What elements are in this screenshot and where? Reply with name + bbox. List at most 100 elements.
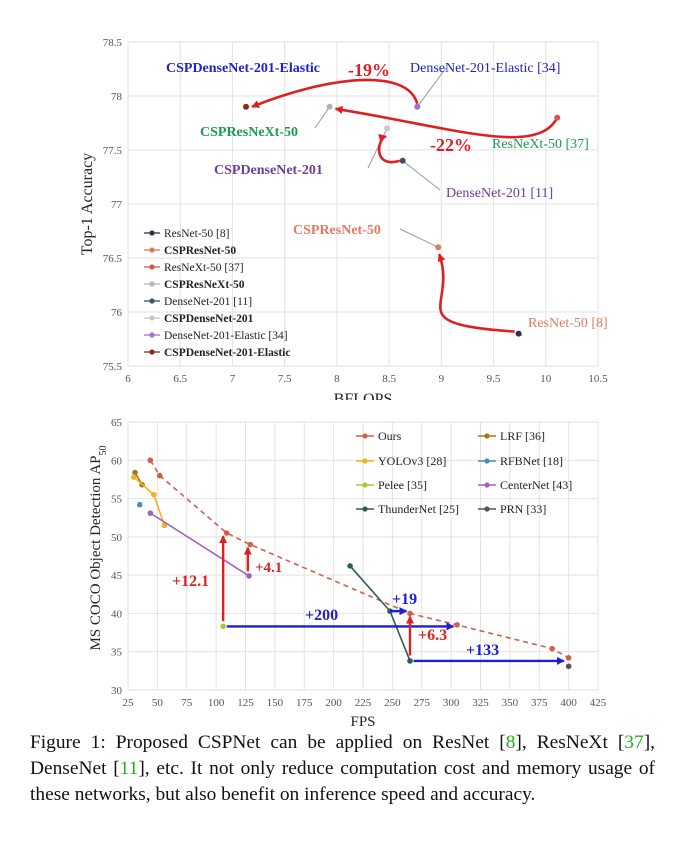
legend-entry-4: DenseNet-201 [11] <box>164 296 252 308</box>
legend-marker <box>149 332 155 338</box>
x-tick-label: 9.5 <box>487 373 501 385</box>
legend-marker <box>484 433 490 439</box>
data-point <box>136 501 143 508</box>
data-point <box>220 623 226 630</box>
caption-text-3: ], DenseNet [ <box>30 732 655 779</box>
leader-line <box>416 67 447 108</box>
caption-text-4: ], etc. It not only reduce computation c… <box>30 758 655 805</box>
x-tick-label: 125 <box>237 697 254 709</box>
legend-marker <box>362 458 368 464</box>
y-tick-label: 77 <box>111 199 123 211</box>
data-point <box>147 510 154 516</box>
legend-marker <box>484 458 490 464</box>
label-minus-22: -22% <box>430 135 472 155</box>
data-point-0 <box>515 330 522 337</box>
data-point <box>132 469 138 476</box>
x-tick-label: 325 <box>472 697 489 709</box>
x-axis-label: BFLOPS <box>334 391 393 400</box>
data-point-1 <box>435 244 442 251</box>
series-line-5 <box>149 512 250 577</box>
legend-marker <box>484 482 490 488</box>
legend-entry-7: PRN [33] <box>500 502 546 516</box>
x-tick-label: 350 <box>502 697 519 709</box>
caption-citation-11[interactable]: 11 <box>119 758 139 779</box>
y-tick-label: 75.5 <box>103 361 123 373</box>
legend-marker <box>149 264 155 270</box>
x-tick-label: 150 <box>267 697 284 709</box>
data-point-7 <box>243 103 250 110</box>
legend-entry-4: Pelee [35] <box>378 478 427 492</box>
legend-marker <box>362 482 368 488</box>
y-tick-label: 76 <box>111 307 123 319</box>
data-point-5 <box>384 125 391 132</box>
data-point <box>565 655 572 661</box>
x-tick-label: 7.5 <box>278 373 292 385</box>
caption-citation-8[interactable]: 8 <box>505 732 516 753</box>
x-tick-label: 425 <box>590 697 607 709</box>
label-cspresnet-50: CSPResNet-50 <box>293 223 381 238</box>
data-point <box>247 541 253 548</box>
caption-text-2: ], ResNeXt [ <box>515 732 625 753</box>
improvement-arrow <box>334 105 559 139</box>
legend-entry-1: CSPResNet-50 <box>164 245 236 257</box>
x-tick-label: 375 <box>531 697 548 709</box>
data-point <box>565 663 572 670</box>
x-tick-label: 7 <box>230 373 236 385</box>
data-point <box>549 645 555 652</box>
figure-caption: Figure 1: Proposed CSPNet can be applied… <box>30 730 655 808</box>
label-plus-12-1: +12.1 <box>172 573 209 590</box>
data-point <box>161 522 168 529</box>
y-tick-label: 77.5 <box>103 145 123 157</box>
label-plus-19: +19 <box>392 591 417 608</box>
label-cspdensenet-201-elastic: CSPDenseNet-201-Elastic <box>166 61 320 76</box>
label-densenet-201: DenseNet-201 [11] <box>446 186 553 201</box>
legend-marker <box>149 247 155 253</box>
label-plus-133: +133 <box>466 642 499 659</box>
x-tick-label: 400 <box>560 697 577 709</box>
legend-entry-5: CenterNet [43] <box>500 478 572 492</box>
legend-entry-6: ThunderNet [25] <box>378 502 459 516</box>
data-point <box>156 472 163 479</box>
legend-entry-3: CSPResNeXt-50 <box>164 279 245 291</box>
caption-text-1: Figure 1: Proposed CSPNet can be applied… <box>30 732 506 753</box>
label-resnext-50: ResNeXt-50 [37] <box>492 137 589 152</box>
x-tick-label: 275 <box>414 697 431 709</box>
y-tick-label: 55 <box>111 494 123 506</box>
legend-entry-2: YOLOv3 [28] <box>378 454 446 468</box>
x-tick-label: 200 <box>325 697 342 709</box>
data-point <box>407 658 413 664</box>
data-point <box>347 563 353 569</box>
data-point-2 <box>554 114 561 121</box>
x-tick-label: 8.5 <box>382 373 396 385</box>
y-tick-label: 78.5 <box>103 37 123 49</box>
legend-entry-7: CSPDenseNet-201-Elastic <box>164 347 290 359</box>
y-tick-label: 45 <box>111 570 123 582</box>
caption-citation-37[interactable]: 37 <box>624 732 644 753</box>
legend-entry-2: ResNeXt-50 [37] <box>164 262 244 274</box>
improvement-arrow <box>251 78 419 109</box>
legend-entry-3: RFBNet [18] <box>500 454 563 468</box>
x-tick-label: 8 <box>334 373 340 385</box>
legend-marker <box>149 298 155 304</box>
y-tick-label: 40 <box>111 608 123 620</box>
data-point <box>246 573 252 579</box>
legend-entry-6: DenseNet-201-Elastic [34] <box>164 330 288 342</box>
x-tick-label: 10 <box>540 373 552 385</box>
improvement-arrow <box>437 253 515 333</box>
data-point <box>454 622 460 628</box>
data-point <box>223 530 230 536</box>
ap-vs-fps-chart: 30 35 40 45 50 55 60 65 25 50 75 100 125 150 175 200 225… <box>88 417 607 730</box>
legend-marker <box>362 506 368 512</box>
data-point <box>151 491 157 498</box>
x-tick-label: 25 <box>123 697 135 709</box>
label-plus-4-1: +4.1 <box>255 560 282 576</box>
label-cspdensenet-201: CSPDenseNet-201 <box>214 163 323 178</box>
legend-marker <box>362 433 368 439</box>
data-point-3 <box>326 103 333 110</box>
y-tick-label: 30 <box>111 685 123 697</box>
x-tick-label: 225 <box>355 697 372 709</box>
y-tick-label: 78 <box>111 91 123 103</box>
x-tick-label: 300 <box>443 697 460 709</box>
x-axis-label: FPS <box>350 714 375 730</box>
